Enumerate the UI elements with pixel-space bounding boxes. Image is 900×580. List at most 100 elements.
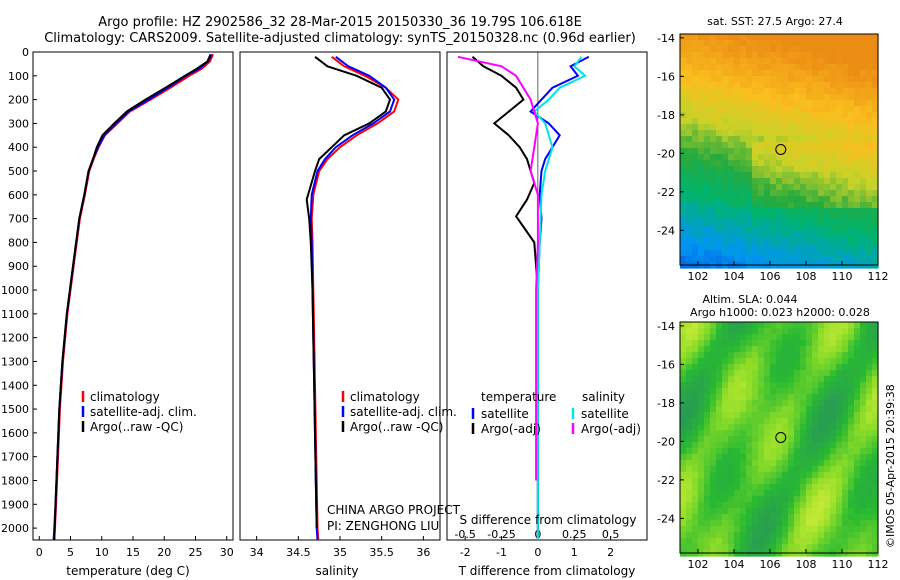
map-cell xyxy=(740,418,747,425)
map-cell xyxy=(794,100,801,107)
map-cell xyxy=(836,526,843,533)
map-cell xyxy=(752,442,759,449)
map-cell xyxy=(830,520,837,527)
map-cell xyxy=(794,178,801,185)
map-cell xyxy=(692,214,699,221)
map-cell xyxy=(746,40,753,47)
map-cell xyxy=(872,514,879,521)
map-cell xyxy=(752,214,759,221)
map-cell xyxy=(854,400,861,407)
map-cell xyxy=(704,436,711,443)
map-cell xyxy=(740,406,747,413)
map-cell xyxy=(842,94,849,101)
map-cell xyxy=(776,250,783,257)
map-cell xyxy=(746,148,753,155)
map-cell xyxy=(728,220,735,227)
map-cell xyxy=(740,124,747,131)
map-cell xyxy=(824,442,831,449)
map-cell xyxy=(758,448,765,455)
map-cell xyxy=(848,184,855,191)
map-cell xyxy=(866,376,873,383)
map-cell xyxy=(872,322,879,329)
map-cell xyxy=(746,376,753,383)
map-cell xyxy=(782,250,789,257)
map-cell xyxy=(764,226,771,233)
depth-tick-label: 1300 xyxy=(1,355,29,368)
legend-label: Argo(-adj) xyxy=(581,422,641,436)
map-cell xyxy=(818,406,825,413)
map-cell xyxy=(692,184,699,191)
legend-label: climatology xyxy=(90,390,160,404)
map-cell xyxy=(866,358,873,365)
map-cell xyxy=(830,454,837,461)
map-cell xyxy=(794,202,801,209)
map-cell xyxy=(824,538,831,545)
map-cell xyxy=(686,100,693,107)
map-cell xyxy=(818,106,825,113)
map-cell xyxy=(818,394,825,401)
map-cell xyxy=(872,148,879,155)
map-cell xyxy=(830,418,837,425)
map-cell xyxy=(722,46,729,53)
map-cell xyxy=(680,214,687,221)
map-x-tick-label: 110 xyxy=(832,558,853,571)
map-cell xyxy=(716,484,723,491)
map-cell xyxy=(860,166,867,173)
map-cell xyxy=(686,88,693,95)
map-cell xyxy=(680,514,687,521)
map-cell xyxy=(788,454,795,461)
map-cell xyxy=(854,58,861,65)
map-cell xyxy=(734,160,741,167)
map-cell xyxy=(860,244,867,251)
map-cell xyxy=(854,136,861,143)
map-x-tick-label: 104 xyxy=(724,558,745,571)
map-cell xyxy=(836,118,843,125)
map-cell xyxy=(860,376,867,383)
map-cell xyxy=(734,172,741,179)
map-cell xyxy=(872,364,879,371)
map-cell xyxy=(758,130,765,137)
map-cell xyxy=(710,460,717,467)
map-cell xyxy=(860,256,867,263)
map-cell xyxy=(752,118,759,125)
map-cell xyxy=(758,424,765,431)
map-cell xyxy=(740,502,747,509)
map-cell xyxy=(782,64,789,71)
map-cell xyxy=(806,100,813,107)
map-cell xyxy=(776,496,783,503)
map-cell xyxy=(776,526,783,533)
map-cell xyxy=(680,484,687,491)
map-cell xyxy=(842,520,849,527)
map-cell xyxy=(848,208,855,215)
map-cell xyxy=(710,88,717,95)
map-cell xyxy=(806,52,813,59)
map-cell xyxy=(710,490,717,497)
map-cell xyxy=(692,484,699,491)
map-cell xyxy=(848,544,855,551)
map-cell xyxy=(788,178,795,185)
map-cell xyxy=(770,472,777,479)
map-cell xyxy=(824,124,831,131)
map-cell xyxy=(806,166,813,173)
map-cell xyxy=(710,448,717,455)
map-cell xyxy=(836,394,843,401)
map-cell xyxy=(788,508,795,515)
map-cell xyxy=(866,46,873,53)
map-cell xyxy=(854,538,861,545)
map-cell xyxy=(758,184,765,191)
map-cell xyxy=(692,64,699,71)
map-cell xyxy=(722,52,729,59)
map-cell xyxy=(770,52,777,59)
map-cell xyxy=(830,412,837,419)
map-cell xyxy=(722,358,729,365)
map-cell xyxy=(818,502,825,509)
map-cell xyxy=(734,520,741,527)
map-cell xyxy=(812,406,819,413)
map-cell xyxy=(830,52,837,59)
map-cell xyxy=(818,430,825,437)
map-cell xyxy=(692,232,699,239)
map-cell xyxy=(734,418,741,425)
map-cell xyxy=(830,172,837,179)
map-cell xyxy=(698,532,705,539)
map-cell xyxy=(806,232,813,239)
